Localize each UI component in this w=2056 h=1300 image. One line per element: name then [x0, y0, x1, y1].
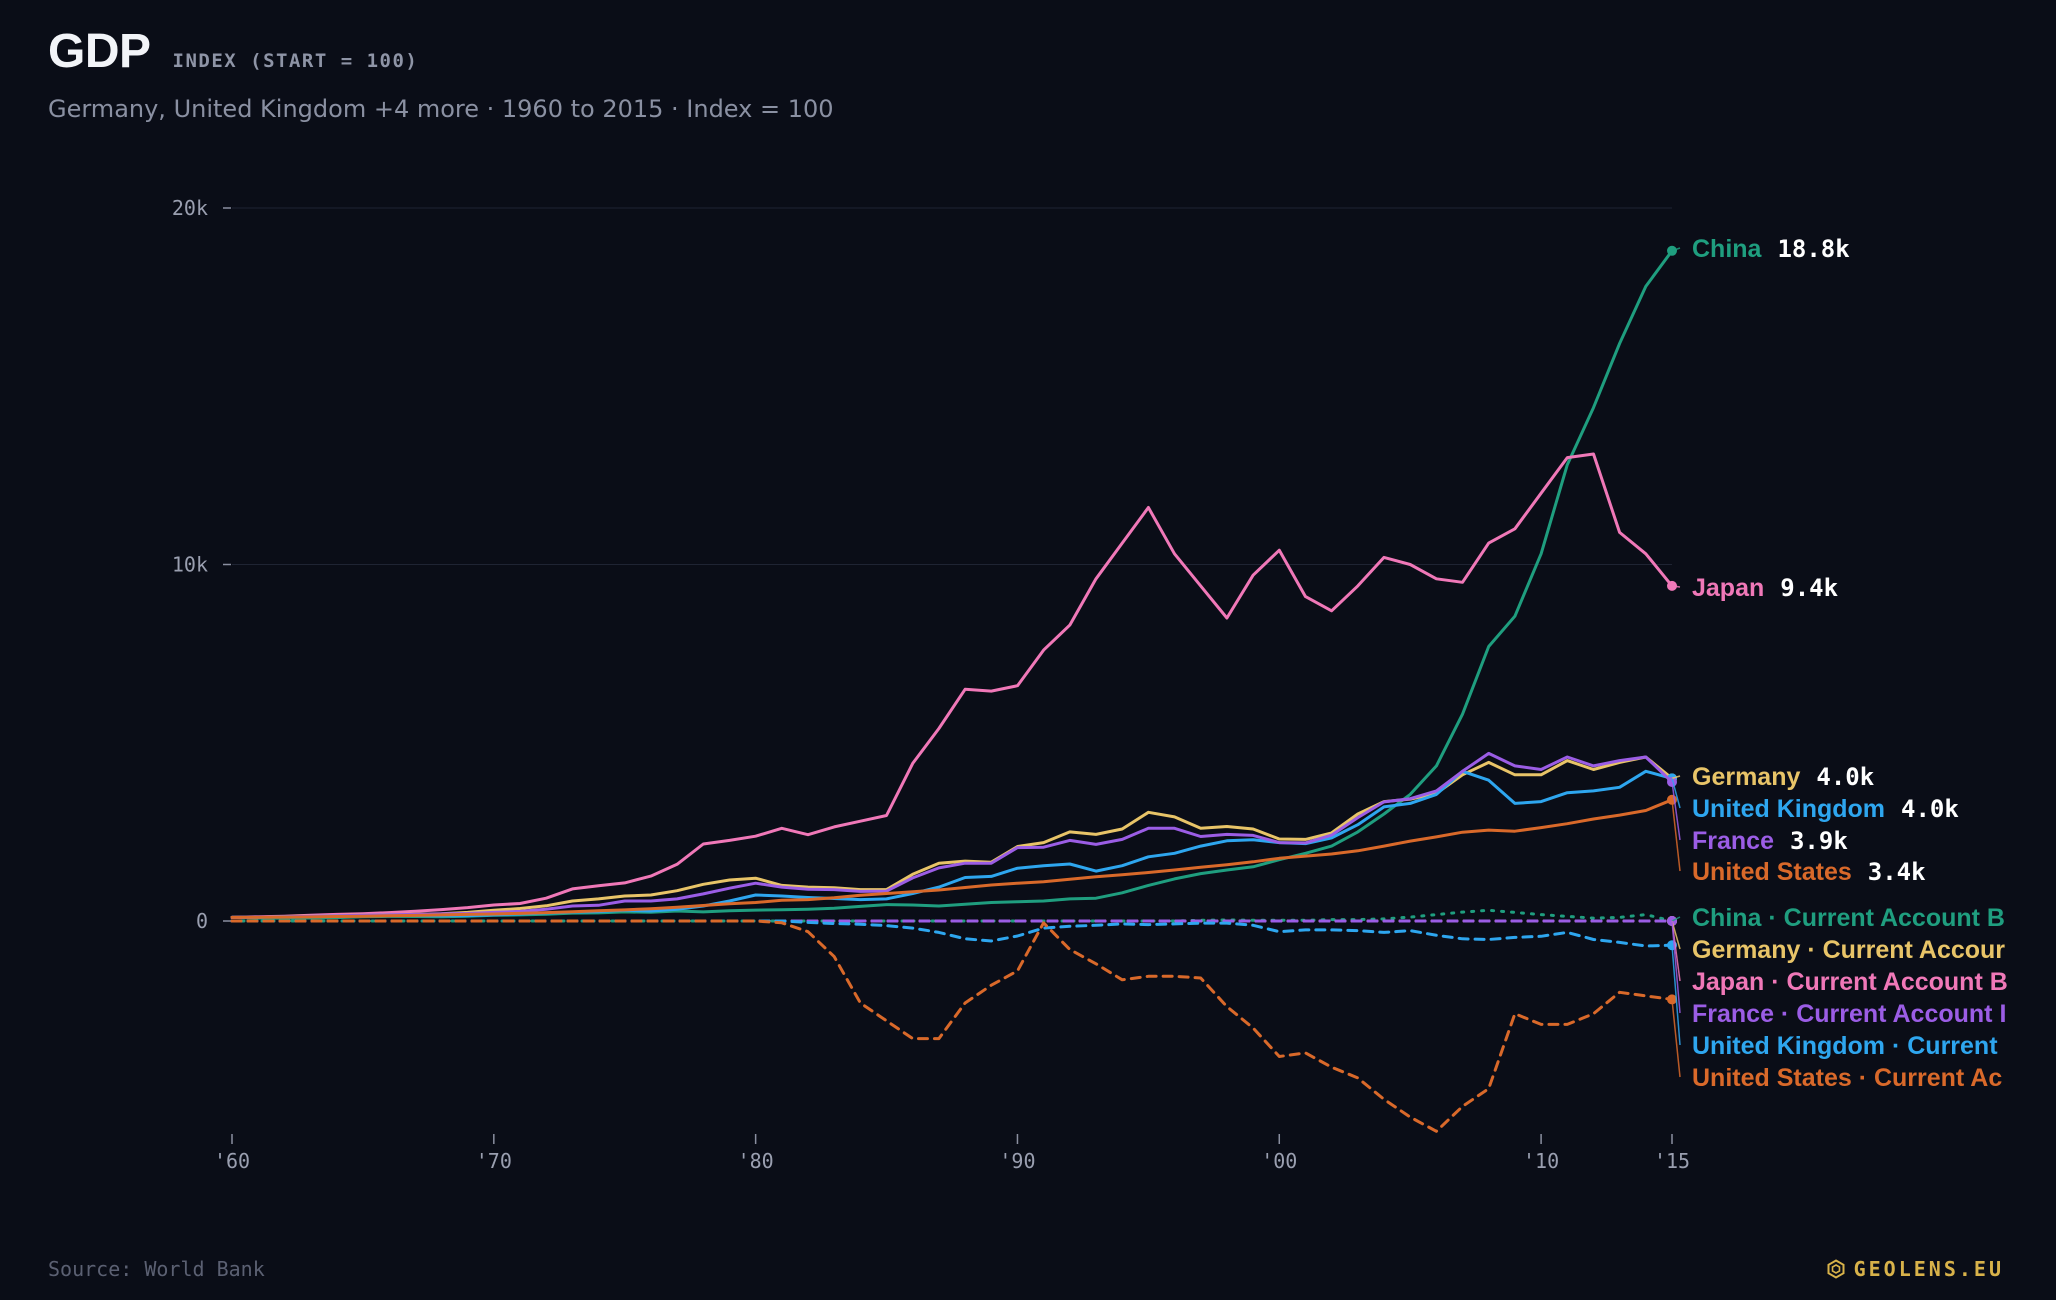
series-line	[230, 249, 1674, 920]
series-label: United Kingdom	[1692, 795, 1885, 823]
y-tick-label: 10k	[172, 553, 208, 577]
series-layer	[230, 245, 1677, 1133]
grid-layer	[232, 207, 1672, 565]
label-leader-line	[1671, 775, 1681, 780]
chart-title: GDP	[48, 25, 151, 78]
series-end-value: 18.8k	[1777, 235, 1850, 263]
series-label: United Kingdom · Current	[1692, 1032, 1998, 1060]
y-tick-label: 0	[196, 909, 208, 933]
series-end-value: 3.4k	[1868, 858, 1926, 886]
label-layer: China 18.8k Japan 9.4k Germany 4.0k United Kin…	[1692, 235, 2008, 1092]
axis-layer: 0 10k 20k '60 '70 '80 '90 '00 '10 '15	[172, 196, 1690, 1173]
hexagon-logo-icon	[1827, 1259, 1845, 1279]
series-label: United States	[1692, 858, 1852, 886]
index-tag: INDEX (START = 100)	[172, 50, 419, 72]
series-end-value: 3.9k	[1790, 827, 1848, 855]
x-tick-label: '00	[1261, 1149, 1297, 1173]
title-row: GDP INDEX (START = 100)	[48, 24, 834, 79]
label-leader-line	[1671, 799, 1681, 872]
series-line	[230, 751, 1674, 919]
series-label: France · Current Account I	[1692, 1000, 2006, 1028]
label-leader-line	[1671, 920, 1681, 1014]
x-tick-label: '60	[214, 1149, 250, 1173]
series-label: France	[1692, 827, 1774, 855]
series-line	[230, 919, 1674, 1133]
label-leader-line	[1671, 999, 1681, 1078]
series-line	[230, 769, 1674, 919]
series-end-value: 4.0k	[1901, 795, 1959, 823]
series-label: Germany	[1692, 763, 1800, 791]
x-tick-label: '10	[1523, 1149, 1559, 1173]
label-leader-line	[1671, 247, 1681, 252]
series-label: Japan · Current Account B	[1692, 968, 2008, 996]
label-leader-line	[1671, 778, 1681, 809]
chart-subtitle: Germany, United Kingdom +4 more · 1960 t…	[48, 95, 834, 123]
x-tick-label: '15	[1654, 1149, 1690, 1173]
x-tick-label: '70	[476, 1149, 512, 1173]
series-label: Japan	[1692, 574, 1764, 602]
label-leader-line	[1671, 781, 1681, 841]
series-line	[230, 755, 1674, 919]
chart-header: GDP INDEX (START = 100) Germany, United …	[48, 24, 834, 123]
series-line	[230, 919, 1674, 948]
label-leader-line	[1671, 585, 1681, 588]
brand-logo[interactable]: GEOLENS.EU	[1826, 1257, 2004, 1281]
label-leader-line	[1671, 916, 1681, 922]
series-label: United States · Current Ac	[1692, 1064, 2002, 1092]
y-tick-label: 20k	[172, 196, 208, 220]
series-label: Germany · Current Accour	[1692, 936, 2005, 964]
series-line	[230, 798, 1674, 919]
brand-name: GEOLENS.EU	[1853, 1257, 2004, 1281]
x-tick-label: '90	[999, 1149, 1035, 1173]
series-line	[230, 452, 1674, 919]
series-label: China · Current Account B	[1692, 904, 2005, 932]
source-note: Source: World Bank	[48, 1257, 265, 1281]
leader-layer	[1671, 247, 1681, 1078]
series-end-value: 4.0k	[1816, 763, 1874, 791]
label-leader-line	[1671, 945, 1681, 1046]
series-label: China	[1692, 235, 1763, 263]
series-end-value: 9.4k	[1780, 574, 1838, 602]
x-tick-label: '80	[738, 1149, 774, 1173]
